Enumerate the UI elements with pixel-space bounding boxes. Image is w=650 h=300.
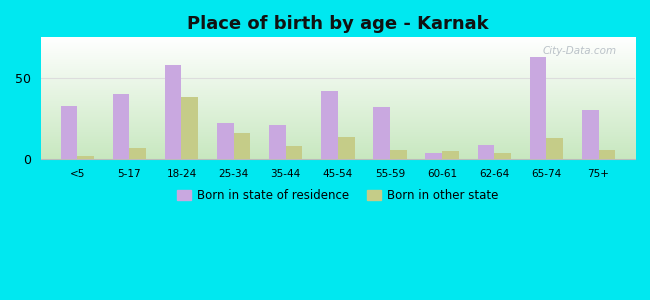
Bar (338, 136, 354, 159)
Bar (494, 153, 511, 159)
Bar (129, 148, 146, 159)
Bar (60, 106, 77, 159)
Text: City-Data.com: City-Data.com (543, 46, 617, 56)
Bar (599, 149, 615, 159)
Bar (286, 146, 302, 159)
Bar (426, 153, 442, 159)
Title: Place of birth by age - Karnak: Place of birth by age - Karnak (187, 15, 489, 33)
Bar (530, 57, 547, 159)
Bar (112, 94, 129, 159)
Bar (181, 98, 198, 159)
Bar (217, 124, 233, 159)
Bar (390, 149, 407, 159)
Bar (373, 107, 390, 159)
Bar (442, 151, 459, 159)
Bar (547, 138, 563, 159)
Bar (478, 145, 494, 159)
Bar (233, 133, 250, 159)
Bar (321, 91, 338, 159)
Bar (165, 65, 181, 159)
Legend: Born in state of residence, Born in other state: Born in state of residence, Born in othe… (172, 184, 503, 207)
Bar (77, 156, 94, 159)
Bar (582, 110, 599, 159)
Bar (269, 125, 286, 159)
